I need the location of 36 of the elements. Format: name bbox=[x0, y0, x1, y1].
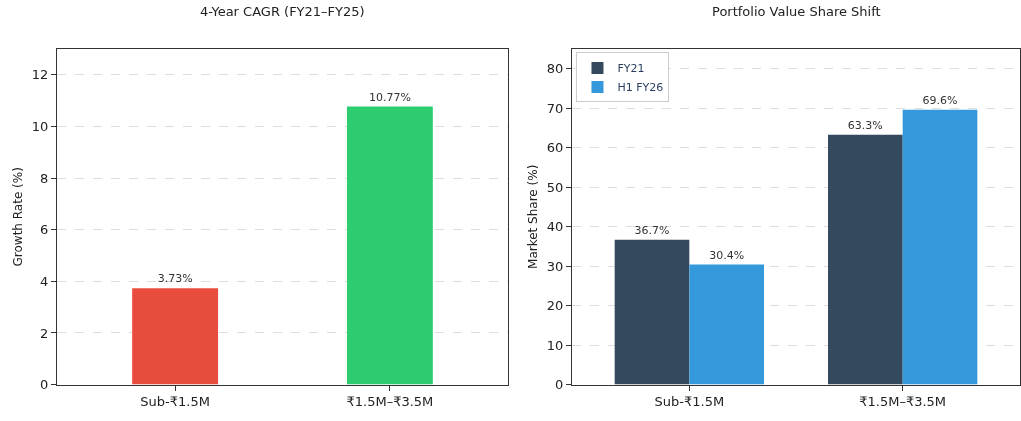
data-label: 3.73% bbox=[157, 272, 193, 286]
y-tick-label: 50 bbox=[546, 179, 564, 195]
y-tick-label: 30 bbox=[546, 258, 564, 274]
y-tick-label: 10 bbox=[31, 119, 49, 135]
y-tick-label: 40 bbox=[546, 219, 564, 235]
data-label: 30.4% bbox=[709, 248, 745, 262]
y-tick-label: 70 bbox=[546, 100, 564, 116]
chart-title: 4-Year CAGR (FY21–FY25) bbox=[200, 4, 365, 19]
y-tick-label: 80 bbox=[546, 61, 564, 77]
bar bbox=[614, 239, 690, 385]
y-tick-label: 20 bbox=[546, 298, 564, 314]
data-label: 10.77% bbox=[368, 90, 411, 104]
y-tick-label: 0 bbox=[555, 377, 564, 393]
y-tick-label: 4 bbox=[40, 273, 49, 289]
x-tick-label: ₹1.5M–₹3.5M bbox=[859, 394, 947, 410]
legend-label: H1 FY26 bbox=[617, 81, 664, 95]
data-label: 69.6% bbox=[922, 93, 958, 107]
data-label: 36.7% bbox=[634, 223, 670, 237]
y-tick-label: 2 bbox=[40, 325, 49, 341]
y-tick-label: 60 bbox=[546, 140, 564, 156]
y-tick-label: 0 bbox=[40, 377, 49, 393]
y-axis-title: Market Share (%) bbox=[526, 164, 541, 269]
legend-label: FY21 bbox=[617, 62, 645, 76]
x-tick-label: Sub-₹1.5M bbox=[140, 394, 210, 410]
bar bbox=[902, 109, 978, 385]
chart-title: Portfolio Value Share Shift bbox=[712, 4, 881, 19]
data-label: 63.3% bbox=[847, 118, 883, 132]
bar bbox=[828, 134, 903, 385]
x-tick-label: ₹1.5M–₹3.5M bbox=[346, 394, 434, 410]
y-axis-title: Growth Rate (%) bbox=[11, 167, 26, 267]
y-tick-label: 8 bbox=[40, 170, 49, 186]
y-tick-label: 10 bbox=[546, 337, 564, 353]
y-tick-label: 6 bbox=[40, 222, 49, 238]
y-tick-label: 12 bbox=[31, 67, 49, 83]
bar bbox=[689, 264, 764, 385]
x-tick-label: Sub-₹1.5M bbox=[654, 394, 725, 410]
